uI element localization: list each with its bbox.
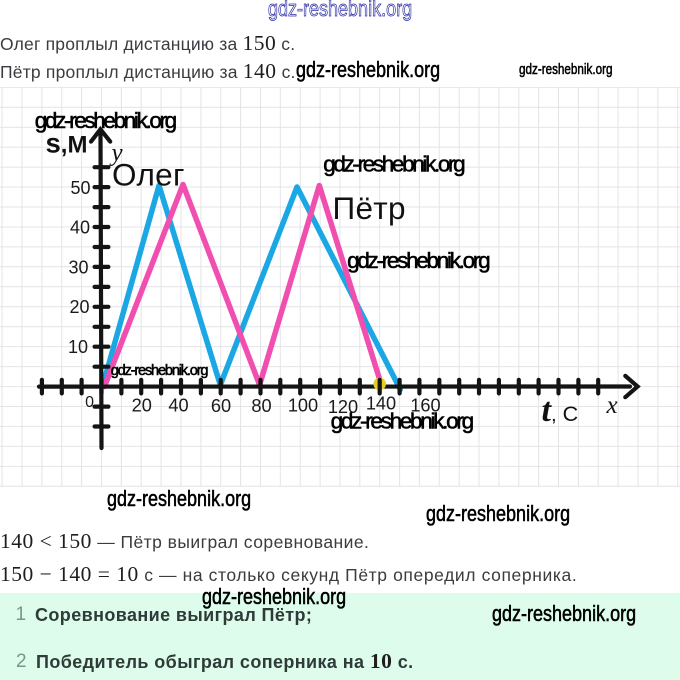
svg-text:30: 30	[68, 257, 88, 277]
svg-text:t,С: t, С	[542, 392, 579, 429]
svg-text:60: 60	[211, 396, 231, 416]
svg-text:Пётр: Пётр	[333, 190, 406, 226]
svg-text:140: 140	[366, 393, 396, 413]
svg-text:20: 20	[69, 297, 89, 317]
svg-text:50: 50	[70, 178, 90, 198]
svg-text:0: 0	[85, 394, 94, 411]
svg-text:40: 40	[168, 396, 188, 416]
svg-text:gdz-reshebnik.org: gdz-reshebnik.org	[331, 409, 475, 434]
svg-text:gdz-reshebnik.org: gdz-reshebnik.org	[35, 108, 178, 133]
svg-text:Олег: Олег	[112, 156, 185, 192]
svg-text:20: 20	[132, 396, 152, 416]
svg-text:80: 80	[251, 396, 271, 416]
svg-text:160: 160	[410, 396, 440, 416]
svg-text:gdz-reshebnik.org: gdz-reshebnik.org	[323, 151, 466, 176]
svg-text:10: 10	[68, 337, 88, 357]
svg-text:100: 100	[288, 396, 318, 416]
svg-text:y: y	[109, 140, 124, 167]
svg-text:40: 40	[70, 217, 90, 237]
svg-text:x: x	[606, 392, 618, 419]
svg-text:s,М: s,М	[46, 127, 88, 158]
svg-text:120: 120	[328, 397, 358, 417]
svg-text:gdz-reshebnik.org: gdz-reshebnik.org	[347, 248, 491, 273]
svg-text:gdz-reshebnik.org: gdz-reshebnik.org	[111, 363, 209, 379]
